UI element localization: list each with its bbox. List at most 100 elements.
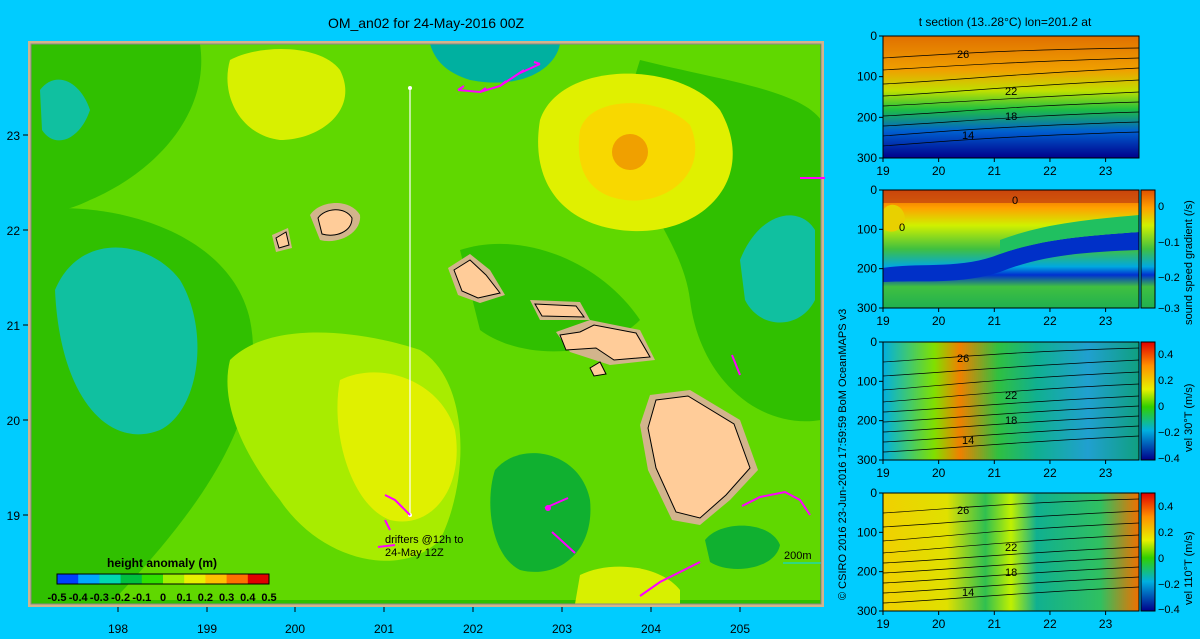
side-y-tick: 200 [857,565,877,579]
side-x-tick: 20 [932,314,946,328]
contour-label: 22 [1005,86,1017,98]
side-y-tick: 300 [857,453,877,467]
colorbar-tick: -0.4 [69,592,89,604]
height-anomaly-colorbar [56,573,270,585]
side-x-tick: 20 [932,164,946,178]
contour-label: 18 [1005,567,1017,579]
side-y-tick: 100 [857,70,877,84]
cb-tick: 0.4 [1158,501,1173,513]
colorbar-cell [226,574,249,584]
colorbar-cell [247,574,270,584]
contour-label: 26 [957,353,969,365]
low-anomaly-north [430,44,560,83]
map-x-tickmarks [117,607,741,612]
side-x-tick: 20 [932,466,946,480]
colorbar-label: sound speed gradient (/s) [1183,200,1195,325]
side-x-tick: 19 [876,164,890,178]
cb-tick: −0.2 [1158,272,1180,284]
cb-tick: 0 [1158,553,1164,565]
side-y-tick: 300 [857,301,877,315]
panel-vel-30: 26 22 18 14 0.4 0.2 0 −0.2 −0.4 vel 30°T… [882,341,1195,465]
side-y-tick: 300 [857,604,877,618]
map-x-tick: 202 [463,622,483,636]
side-x-tick: 23 [1099,466,1113,480]
side-y-tick: 0 [870,29,877,43]
colorbar-tick-labels: -0.5 -0.4 -0.3 -0.2 -0.1 0 0.1 0.2 0.3 0.4 0.5 [48,592,277,604]
colorbar-tick: -0.2 [111,592,130,604]
panel-vel-110: 26 22 18 14 0.4 0.2 0 −0.2 −0.4 vel 110°… [882,492,1195,616]
side-x-tick: 21 [988,617,1002,631]
cb-tick: 0.4 [1158,349,1173,361]
map-x-tick: 200 [285,622,305,636]
colorbar-tick: 0.1 [177,592,192,604]
colorbar-cell [78,574,100,584]
height-anomaly-field [31,44,821,604]
colorbar-tick: -0.1 [132,592,151,604]
contour-label: 22 [1005,390,1017,402]
cb-tick: −0.2 [1158,579,1180,591]
vel30-colorbar [1140,341,1156,461]
cb-tick: 0.2 [1158,375,1173,387]
colorbar-cell [120,574,143,584]
colorbar-tick: 0 [160,592,166,604]
credit-text: © CSIRO 2016 23-Jun-2016 17:59:59 BoM Oc… [837,309,849,600]
map-title: OM_an02 for 24-May-2016 00Z [328,15,525,31]
map-x-axis: 198 199 200 201 202 203 204 205 [108,622,750,636]
side-x-tick: 22 [1043,466,1057,480]
side-x-tick: 22 [1043,164,1057,178]
ssg-colorbar [1140,189,1156,309]
map-y-tick: 19 [7,509,21,523]
cb-tick: 0.2 [1158,527,1173,539]
colorbar-cell [99,574,122,584]
map-x-tick: 204 [641,622,661,636]
side-x-tick: 19 [876,617,890,631]
map-x-tick: 203 [552,622,572,636]
colorbar-tick: 0.3 [219,592,234,604]
cb-tick: 0 [1158,401,1164,413]
cb-tick: 0 [1158,201,1164,213]
contour-label: 26 [957,49,969,61]
contour-label: 14 [962,435,974,447]
contour-label: 14 [962,587,974,599]
side-y-tick: 0 [870,486,877,500]
map-y-tick: 23 [7,129,21,143]
map-y-axis: 23 22 21 20 19 [7,129,21,523]
low-anomaly-east [740,215,815,323]
colorbar-tick: 0.5 [261,592,276,604]
side-y-tick: 100 [857,525,877,539]
side-y-tick: 100 [857,222,877,236]
colorbar-tick: 0.4 [240,592,256,604]
side-x-tick: 23 [1099,314,1113,328]
contour-label: 18 [1005,415,1017,427]
contour-label: 0 [1012,195,1018,207]
max-anomaly-core [612,134,648,170]
map-x-tick: 199 [197,622,217,636]
islands [272,202,758,525]
panel-temperature: 26 22 18 14 [882,35,1140,159]
side-y-tick: 0 [870,183,877,197]
side-x-tick: 21 [988,314,1002,328]
panel-sound-speed-gradient: 0 0 0 −0.1 −0.2 −0.3 sound speed gradien… [882,189,1195,325]
contour-label: 22 [1005,542,1017,554]
contour-label: 18 [1005,111,1017,123]
map-x-tick: 201 [374,622,394,636]
high-anomaly-northcentral [227,49,346,141]
side-y-tick: 200 [857,414,877,428]
map-x-tick: 205 [730,622,750,636]
cb-tick: −0.2 [1158,427,1180,439]
side-y-tick: 100 [857,374,877,388]
low-anomaly-west [55,247,198,435]
contour-label: 26 [957,505,969,517]
side-x-tick: 23 [1099,164,1113,178]
side-y-tick: 200 [857,110,877,124]
colorbar-tick: -0.3 [90,592,109,604]
side-x-tick: 21 [988,466,1002,480]
low-anomaly-south [490,453,591,572]
scale-label: 200m [784,550,812,562]
map-y-tick: 20 [7,414,21,428]
colorbar-label: vel 30°T (m/s) [1183,384,1195,452]
side-x-tick: 21 [988,164,1002,178]
side-x-tick: 20 [932,617,946,631]
colorbar-cell [163,574,185,584]
